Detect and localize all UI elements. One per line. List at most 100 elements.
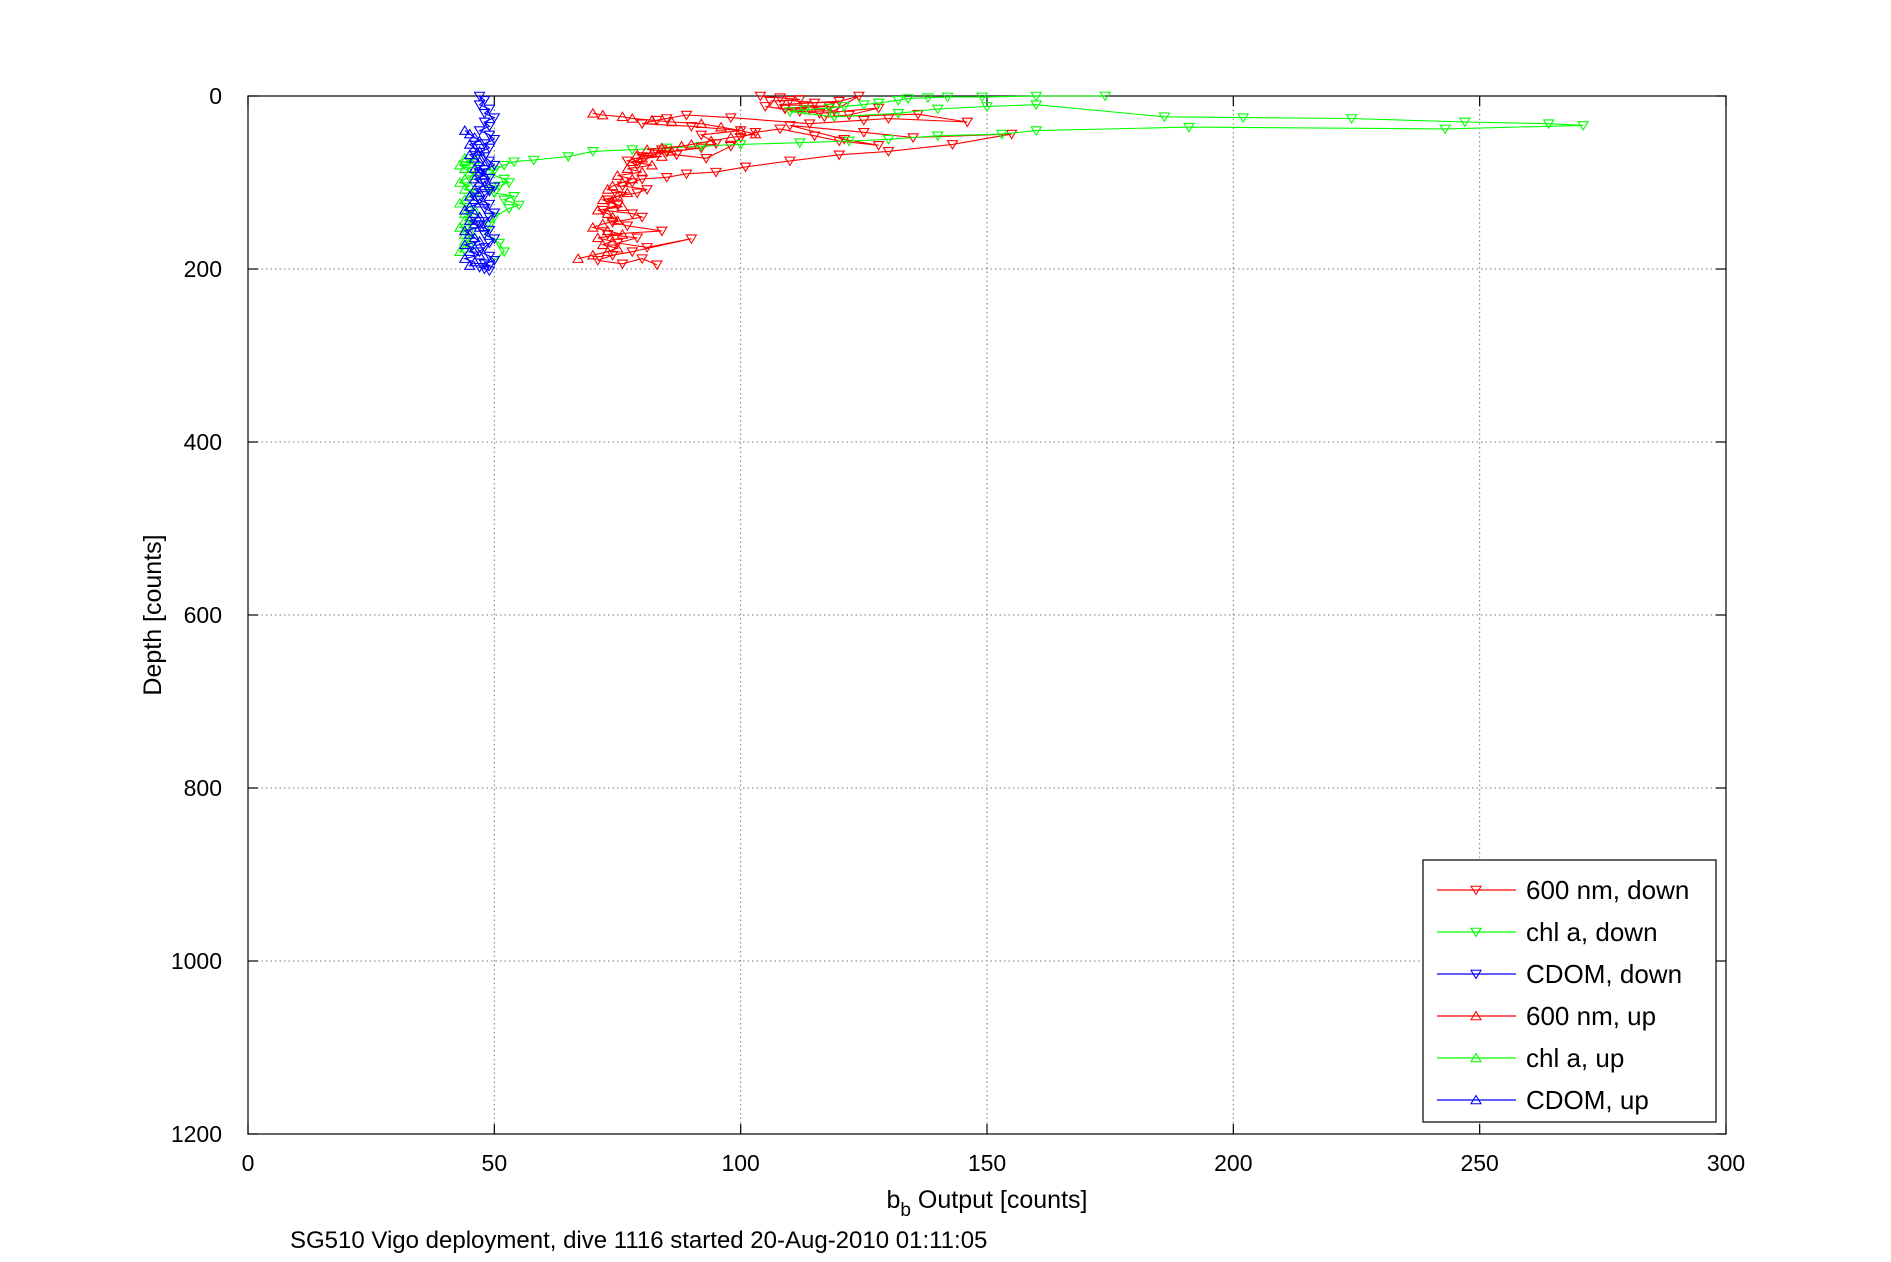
data-point: [468, 242, 481, 253]
data-point: [508, 192, 521, 202]
data-point: [596, 194, 609, 205]
data-point: [468, 131, 481, 142]
data-point: [611, 214, 624, 225]
data-point: [473, 176, 486, 187]
data-point: [843, 136, 856, 147]
series-cdom-up: [458, 125, 491, 270]
data-point: [902, 94, 915, 105]
data-point: [734, 125, 747, 135]
data-point: [488, 113, 501, 124]
data-point: [463, 128, 476, 139]
data-point: [463, 149, 476, 160]
x-tick-label: 250: [1460, 1150, 1498, 1176]
data-point: [478, 180, 491, 191]
legend-marker: [1470, 1052, 1482, 1063]
series-group: [453, 91, 1590, 277]
data-point: [774, 93, 787, 104]
y-tick-label: 1200: [171, 1121, 222, 1147]
x-axis-label-main: b: [887, 1186, 901, 1214]
data-point: [818, 112, 831, 123]
data-point: [636, 119, 649, 130]
data-point: [621, 163, 634, 173]
data-point: [665, 145, 678, 156]
data-point: [636, 174, 649, 185]
data-point: [473, 135, 486, 146]
data-point: [601, 183, 614, 194]
data-point: [488, 256, 501, 266]
x-axis-label-subscript: b: [900, 1200, 911, 1221]
data-point: [685, 121, 698, 132]
data-point: [453, 159, 466, 170]
data-point: [714, 121, 727, 132]
series-chl-a-down: [478, 91, 1590, 266]
legend-item-cdom-down: CDOM, down: [1437, 959, 1682, 989]
series-line: [483, 95, 1584, 261]
data-point: [473, 166, 486, 177]
data-point: [838, 134, 851, 145]
data-point: [473, 187, 486, 198]
data-point: [483, 266, 496, 277]
data-point: [636, 212, 649, 223]
data-point: [591, 204, 604, 215]
data-point: [498, 247, 511, 258]
data-point: [473, 126, 486, 137]
data-point: [808, 98, 821, 109]
data-point: [621, 187, 634, 198]
data-point: [611, 242, 624, 253]
data-point: [764, 96, 777, 107]
data-point: [478, 170, 491, 180]
data-point: [463, 138, 476, 149]
data-point: [606, 197, 619, 208]
data-point: [473, 221, 486, 232]
data-point: [695, 118, 708, 128]
data-point: [463, 201, 476, 212]
data-point: [680, 110, 693, 121]
data-point: [488, 134, 501, 145]
data-point: [562, 152, 575, 163]
chart-caption: SG510 Vigo deployment, dive 1116 started…: [290, 1227, 987, 1254]
data-point: [1099, 91, 1112, 102]
data-point: [611, 170, 624, 180]
data-point: [616, 201, 629, 212]
data-point: [458, 194, 471, 205]
data-point: [468, 256, 481, 267]
data-point: [941, 92, 954, 103]
data-point: [1577, 121, 1590, 131]
data-point: [646, 159, 658, 170]
data-point: [458, 156, 471, 167]
data-point: [508, 157, 521, 168]
legend-marker: [1470, 1010, 1482, 1021]
data-point: [882, 114, 895, 125]
data-point: [478, 264, 491, 275]
legend: 600 nm, down chl a, down CDOM, down 600 nm,…: [1422, 859, 1717, 1123]
data-point: [655, 142, 668, 153]
data-point: [458, 163, 471, 173]
data-point: [458, 125, 471, 135]
data-point: [468, 183, 481, 194]
data-point: [636, 166, 649, 177]
data-point: [586, 221, 599, 232]
data-point: [458, 204, 471, 215]
data-point: [852, 91, 865, 102]
x-tick-label: 200: [1214, 1150, 1252, 1176]
data-point: [586, 147, 599, 157]
data-point: [695, 143, 708, 154]
data-point: [498, 160, 511, 171]
data-point: [606, 235, 619, 246]
data-point: [774, 124, 787, 135]
data-point: [458, 152, 471, 163]
data-point: [1542, 119, 1555, 130]
data-point: [473, 211, 486, 222]
data-point: [665, 116, 678, 127]
data-point: [488, 160, 501, 171]
data-point: [626, 247, 639, 258]
legend-item-chl-a-down: chl a, down: [1437, 917, 1658, 947]
data-point: [646, 147, 658, 158]
data-point: [931, 131, 944, 142]
data-point: [749, 128, 762, 139]
data-point: [1458, 117, 1471, 128]
data-point: [857, 100, 870, 111]
data-point: [463, 180, 476, 191]
data-point: [808, 131, 821, 142]
